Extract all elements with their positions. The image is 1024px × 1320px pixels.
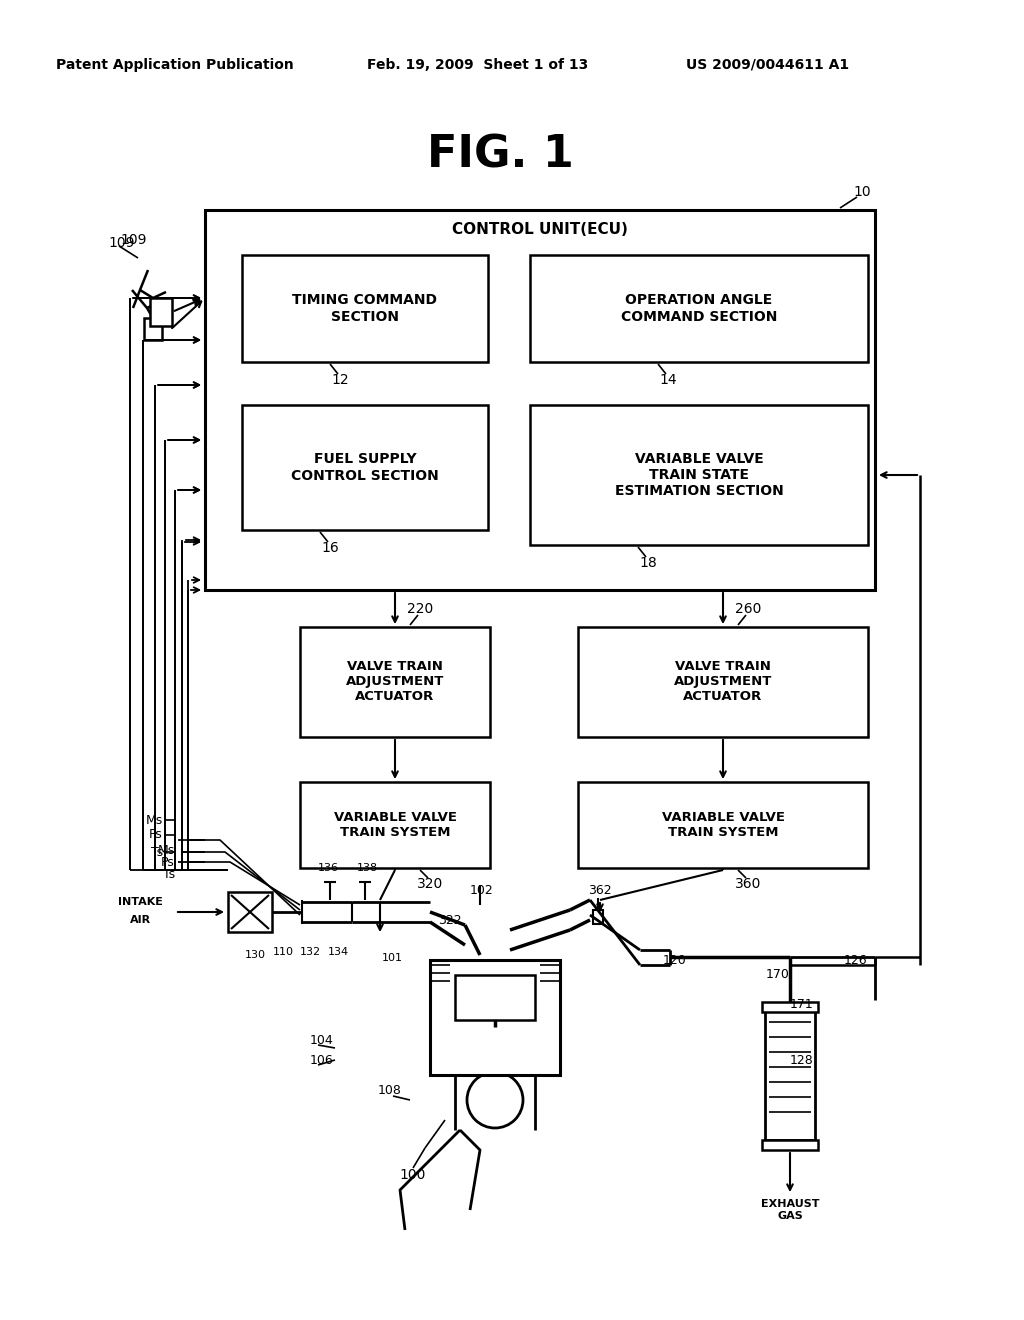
Text: 260: 260: [735, 602, 761, 616]
Text: 126: 126: [843, 953, 866, 966]
Bar: [144, 318, 162, 341]
Text: Ps: Ps: [150, 829, 163, 842]
Text: FUEL SUPPLY
CONTROL SECTION: FUEL SUPPLY CONTROL SECTION: [291, 453, 439, 483]
Bar: [578, 627, 868, 737]
Text: OPERATION ANGLE
COMMAND SECTION: OPERATION ANGLE COMMAND SECTION: [621, 293, 777, 323]
Text: 109: 109: [108, 236, 134, 249]
Text: 101: 101: [382, 953, 402, 964]
Bar: [300, 781, 490, 869]
Text: VARIABLE VALVE
TRAIN SYSTEM: VARIABLE VALVE TRAIN SYSTEM: [334, 810, 457, 840]
Bar: [300, 627, 490, 737]
Bar: [150, 298, 172, 326]
Text: Ps: Ps: [161, 855, 175, 869]
Bar: [762, 1140, 818, 1150]
Text: 171: 171: [790, 998, 814, 1011]
Bar: [530, 255, 868, 362]
Text: 12: 12: [331, 374, 349, 387]
Text: 138: 138: [356, 863, 378, 873]
Text: 322: 322: [438, 913, 462, 927]
Bar: [228, 892, 272, 932]
Bar: [242, 405, 488, 531]
Text: US 2009/0044611 A1: US 2009/0044611 A1: [686, 58, 850, 73]
Bar: [455, 975, 535, 1020]
Text: 10: 10: [853, 185, 870, 199]
Text: VARIABLE VALVE
TRAIN STATE
ESTIMATION SECTION: VARIABLE VALVE TRAIN STATE ESTIMATION SE…: [614, 451, 783, 498]
Text: 16: 16: [322, 541, 339, 554]
Text: 128: 128: [790, 1053, 814, 1067]
Text: 220: 220: [407, 602, 433, 616]
Bar: [242, 255, 488, 362]
Text: 132: 132: [299, 946, 321, 957]
Text: 100: 100: [399, 1168, 426, 1181]
Text: 109: 109: [120, 234, 146, 247]
Text: VALVE TRAIN
ADJUSTMENT
ACTUATOR: VALVE TRAIN ADJUSTMENT ACTUATOR: [346, 660, 444, 704]
Text: 170: 170: [766, 969, 790, 982]
Text: FIG. 1: FIG. 1: [427, 133, 573, 177]
Text: 136: 136: [317, 863, 339, 873]
Text: VALVE TRAIN
ADJUSTMENT
ACTUATOR: VALVE TRAIN ADJUSTMENT ACTUATOR: [674, 660, 772, 704]
Text: Ts: Ts: [163, 867, 175, 880]
Text: INTAKE: INTAKE: [118, 898, 163, 907]
Bar: [430, 960, 560, 1074]
Text: 130: 130: [245, 950, 265, 960]
Text: 14: 14: [659, 374, 677, 387]
Bar: [578, 781, 868, 869]
Text: EXHAUST
GAS: EXHAUST GAS: [761, 1199, 819, 1221]
Text: 102: 102: [470, 883, 494, 896]
Bar: [593, 909, 603, 924]
Text: Feb. 19, 2009  Sheet 1 of 13: Feb. 19, 2009 Sheet 1 of 13: [368, 58, 589, 73]
Text: 120: 120: [664, 953, 687, 966]
Text: TIMING COMMAND
SECTION: TIMING COMMAND SECTION: [293, 293, 437, 323]
Text: 18: 18: [639, 556, 656, 570]
Text: Ts: Ts: [151, 846, 163, 858]
Bar: [205, 210, 874, 590]
Text: CONTROL UNIT(ECU): CONTROL UNIT(ECU): [452, 223, 628, 238]
Text: VARIABLE VALVE
TRAIN SYSTEM: VARIABLE VALVE TRAIN SYSTEM: [662, 810, 784, 840]
Text: 108: 108: [378, 1084, 402, 1097]
Text: 320: 320: [417, 876, 443, 891]
Text: AIR: AIR: [129, 915, 151, 925]
Bar: [765, 1010, 815, 1140]
Text: 110: 110: [272, 946, 294, 957]
Text: 362: 362: [588, 883, 611, 896]
Bar: [762, 1002, 818, 1012]
Text: 134: 134: [328, 946, 348, 957]
Text: 360: 360: [735, 876, 761, 891]
Bar: [530, 405, 868, 545]
Text: Ms: Ms: [145, 813, 163, 826]
Text: Ms: Ms: [158, 843, 175, 857]
Text: Patent Application Publication: Patent Application Publication: [56, 58, 294, 73]
Text: 106: 106: [310, 1053, 334, 1067]
Text: 104: 104: [310, 1034, 334, 1047]
